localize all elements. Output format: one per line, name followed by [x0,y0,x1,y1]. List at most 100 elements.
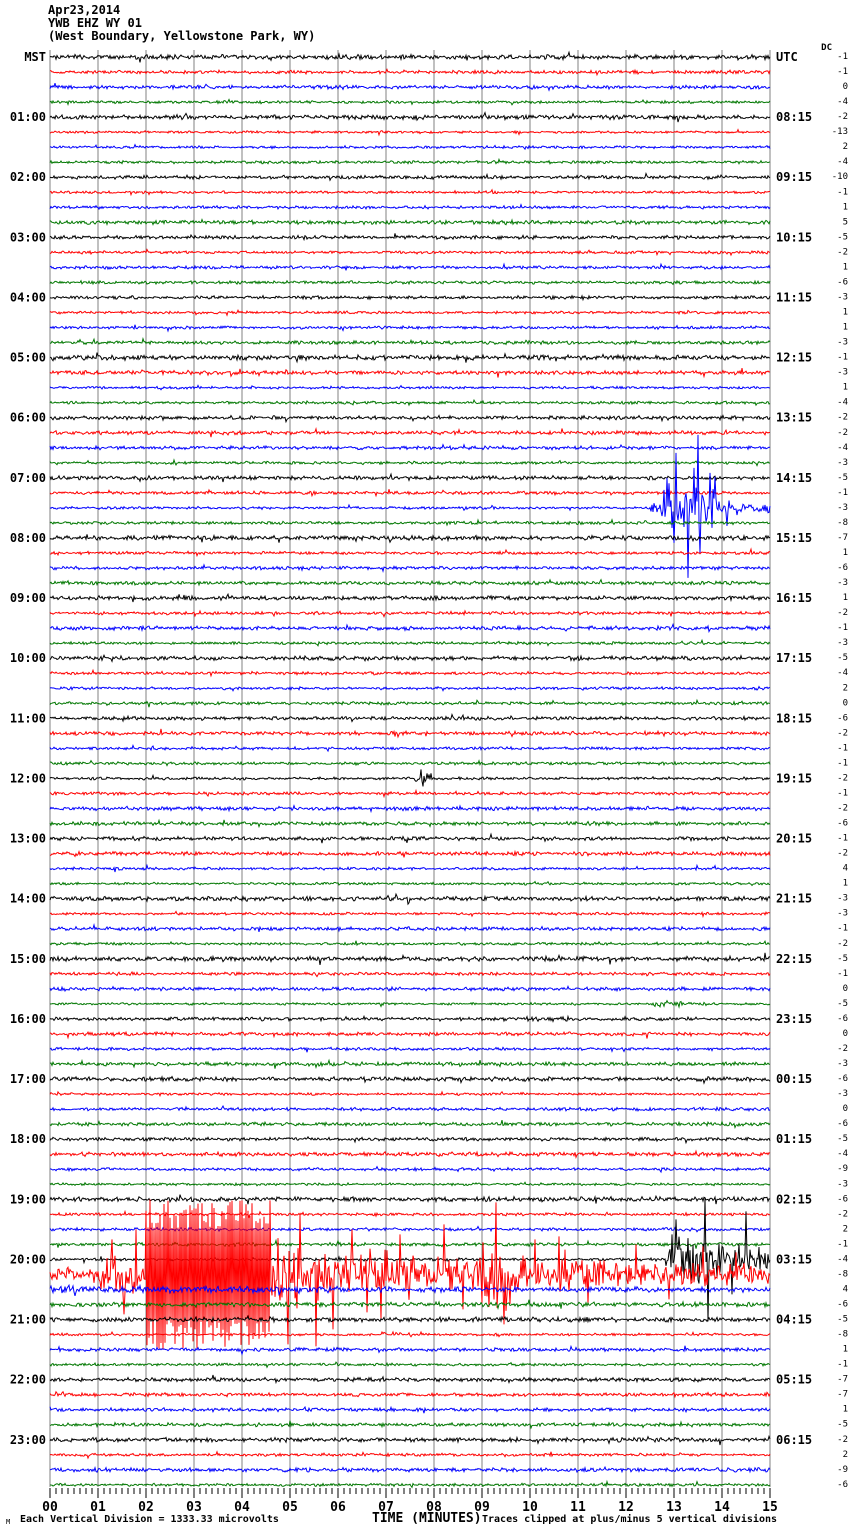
dc-offset-value: -1 [837,969,848,979]
mst-hour-label: MST [24,50,46,64]
utc-hour-label: 09:15 [776,170,812,184]
mst-hour-label: 05:00 [10,351,46,365]
mst-hour-label: 20:00 [10,1252,46,1266]
trace-row [49,398,771,407]
minute-tick-label: 04 [234,1500,250,1515]
trace-row [49,1374,771,1385]
mst-hour-label: 11:00 [10,711,46,725]
trace-row [49,472,771,483]
trace-row [49,434,771,578]
trace-row [49,985,771,993]
mst-hour-label: 06:00 [10,411,46,425]
dc-offset-value: -2 [837,112,848,122]
dc-offset-value: 1 [843,1405,848,1415]
trace-row [49,1361,771,1369]
dc-offset-value: -6 [837,819,848,829]
trace-row [49,1075,771,1085]
trace-row [49,203,771,211]
dc-offset-value: -5 [837,1134,848,1144]
dc-offset-value: -4 [837,157,848,167]
minute-tick-label: 15 [762,1500,778,1515]
trace-row [49,788,771,799]
trace-row [49,488,771,498]
trace-row [49,1434,771,1446]
dc-offset-value: -3 [837,338,848,348]
trace-row [49,384,770,391]
trace-row [49,188,771,197]
trace-row [49,654,771,663]
minute-tick-label: 05 [282,1500,298,1515]
dc-offset-value: -6 [837,713,848,723]
dc-offset-value: -2 [837,247,848,257]
trace-row [49,248,771,257]
dc-offset-value: -6 [837,1480,848,1490]
trace-row [49,157,771,165]
trace-row [49,82,771,92]
dc-offset-value: -3 [837,909,848,919]
dc-offset-value: -3 [837,578,848,588]
trace-row [49,218,771,227]
utc-hour-label: 03:15 [776,1252,812,1266]
utc-hour-label: 06:15 [776,1433,812,1447]
trace-row [49,1181,771,1187]
scale-note: Each Vertical Division = 1333.33 microvo… [20,1514,279,1525]
minute-tick-label: 13 [666,1500,682,1515]
dc-offset-value: -3 [837,1179,848,1189]
minute-tick-label: 12 [618,1500,634,1515]
trace-row [49,1165,771,1174]
dc-offset-value: -6 [837,1014,848,1024]
dc-offset-value: 4 [843,864,848,874]
minute-tick-label: 14 [714,1500,730,1515]
trace-row [49,685,770,692]
mst-hour-label: 21:00 [10,1313,46,1327]
trace-row [49,939,771,947]
dc-offset-value: -7 [837,1375,848,1385]
trace-row [49,592,771,603]
dc-offset-value: 1 [843,593,848,603]
dc-offset-value: -1 [837,623,848,633]
trace-row [49,294,771,302]
dc-offset-value: -13 [832,127,848,137]
dc-offset-value: -4 [837,1254,848,1264]
x-axis-label: TIME (MINUTES) [372,1511,482,1526]
trace-row [49,728,771,739]
trace-row [49,609,771,618]
trace-row [49,1330,771,1338]
trace-row [49,547,771,558]
mst-hour-label: 18:00 [10,1132,46,1146]
minute-tick-label: 09 [474,1500,490,1515]
minute-tick-label: 08 [426,1500,442,1515]
trace-row [49,1405,771,1414]
trace-row [49,1314,771,1324]
trace-row [49,1030,771,1040]
trace-row [49,1199,771,1349]
utc-hour-label: 01:15 [776,1132,812,1146]
dc-offset-value: -1 [837,834,848,844]
dc-offset-value: -8 [837,1269,848,1279]
dc-offset-value: -1 [837,788,848,798]
trace-row [49,128,771,137]
dc-offset-value: -3 [837,292,848,302]
mst-hour-label: 15:00 [10,952,46,966]
trace-row [49,111,771,123]
dc-offset-value: 1 [843,202,848,212]
trace-row [49,1046,771,1053]
dc-offset-value: -2 [837,773,848,783]
dc-offset-value: -6 [837,563,848,573]
dc-offset-value: -3 [837,368,848,378]
dc-offset-value: -6 [837,1119,848,1129]
utc-hour-label: 17:15 [776,651,812,665]
dc-offset-value: 0 [843,698,848,708]
trace-row [49,892,771,906]
dc-offset-value: -10 [832,172,848,182]
trace-row [49,98,771,107]
minute-tick-label: 07 [378,1500,394,1515]
utc-hour-label: UTC [776,50,798,64]
trace-row [49,443,771,451]
dc-offset-value: -9 [837,1164,848,1174]
dc-offset-value: -5 [837,1420,848,1430]
minute-tick-label: 03 [186,1500,202,1515]
trace-row [49,1090,771,1097]
trace-row [49,1450,771,1460]
